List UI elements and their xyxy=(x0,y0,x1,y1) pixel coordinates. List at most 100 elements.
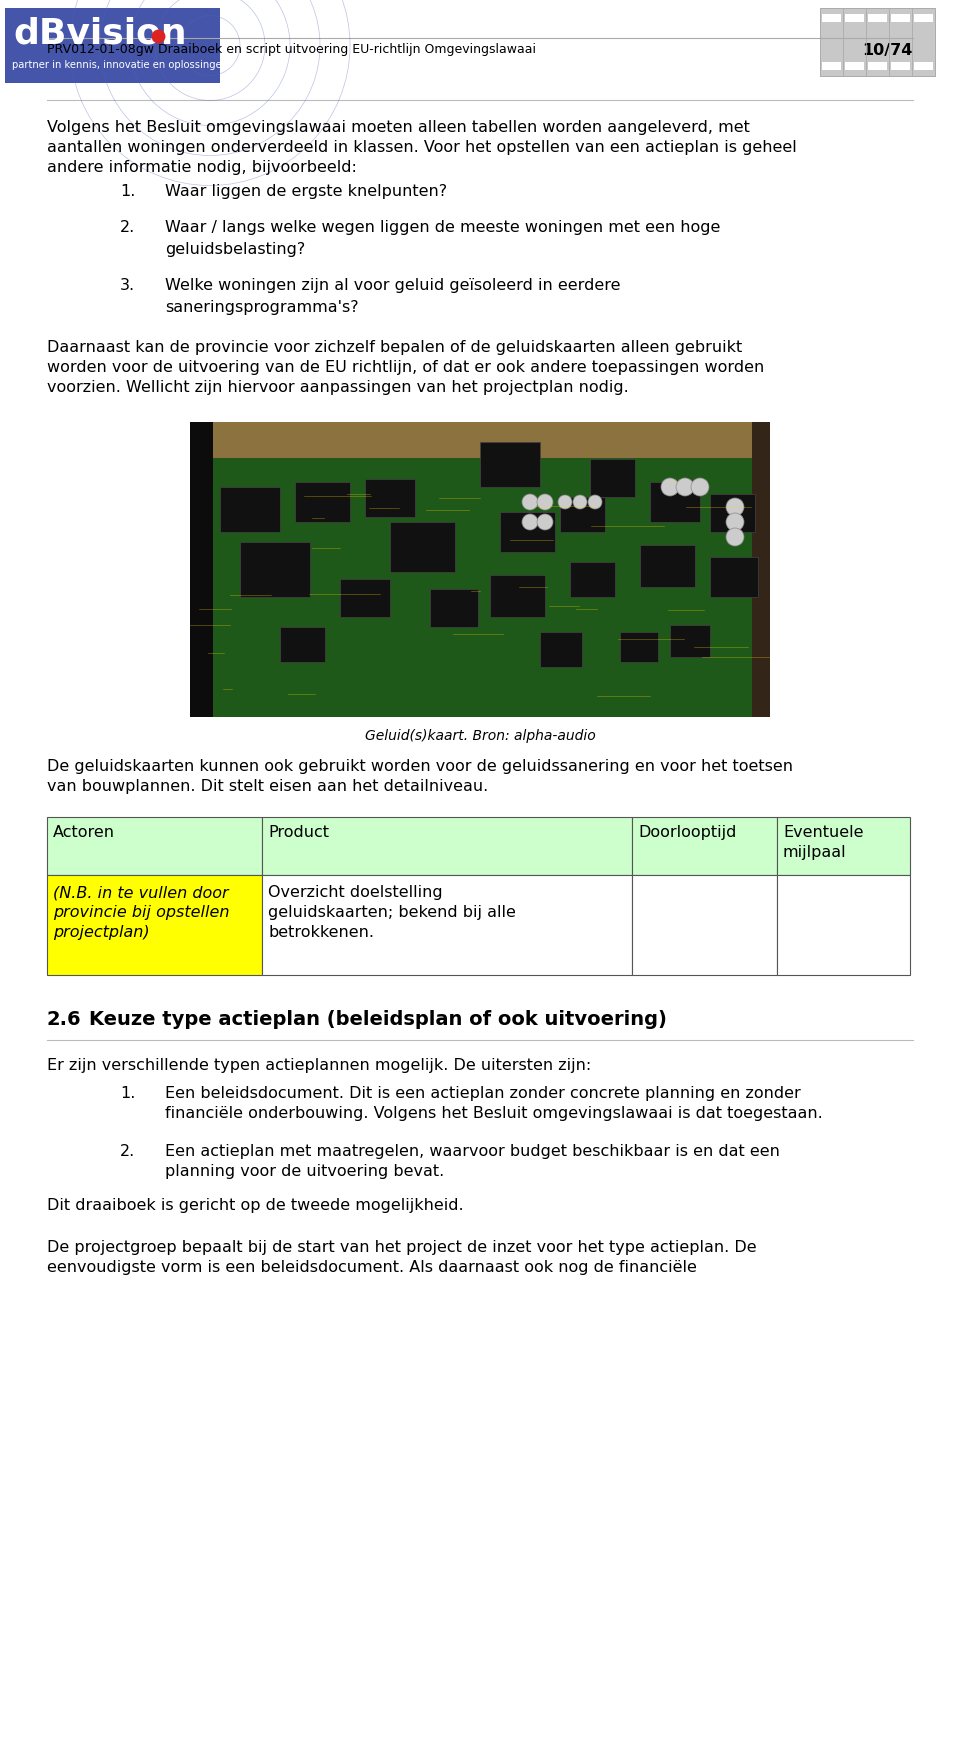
Text: Overzicht doelstelling: Overzicht doelstelling xyxy=(268,884,443,900)
Text: 1.: 1. xyxy=(120,185,135,198)
Text: De projectgroep bepaalt bij de start van het project de inzet voor het type acti: De projectgroep bepaalt bij de start van… xyxy=(47,1240,756,1255)
Circle shape xyxy=(522,494,538,510)
Bar xyxy=(295,482,350,522)
Text: 10/74: 10/74 xyxy=(863,44,913,57)
Text: Welke woningen zijn al voor geluid geïsoleerd in eerdere: Welke woningen zijn al voor geluid geïso… xyxy=(165,279,620,292)
Text: 1.: 1. xyxy=(120,1086,135,1100)
Bar xyxy=(845,14,864,23)
Bar xyxy=(710,557,758,597)
Text: mijlpaal: mijlpaal xyxy=(783,844,847,860)
Bar xyxy=(845,63,864,70)
Bar xyxy=(590,460,635,496)
Bar xyxy=(777,876,910,975)
Text: provincie bij opstellen: provincie bij opstellen xyxy=(53,905,229,919)
Text: Een beleidsdocument. Dit is een actieplan zonder concrete planning en zonder: Een beleidsdocument. Dit is een actiepla… xyxy=(165,1086,801,1100)
Bar xyxy=(390,522,455,573)
Text: Product: Product xyxy=(268,825,329,839)
Bar xyxy=(710,494,755,533)
Text: (N.B. in te vullen door: (N.B. in te vullen door xyxy=(53,884,228,900)
Bar xyxy=(560,496,605,533)
Bar xyxy=(280,627,325,662)
Text: projectplan): projectplan) xyxy=(53,924,150,940)
Bar xyxy=(777,817,910,876)
Bar xyxy=(912,9,935,77)
Text: geluidsbelasting?: geluidsbelasting? xyxy=(165,242,305,258)
Text: partner in kennis, innovatie en oplossingen: partner in kennis, innovatie en oplossin… xyxy=(12,59,228,70)
Text: Eventuele: Eventuele xyxy=(783,825,863,839)
Text: Dit draaiboek is gericht op de tweede mogelijkheid.: Dit draaiboek is gericht op de tweede mo… xyxy=(47,1198,464,1213)
Bar xyxy=(540,632,582,667)
Text: Waar / langs welke wegen liggen de meeste woningen met een hoge: Waar / langs welke wegen liggen de meest… xyxy=(165,219,720,235)
Bar xyxy=(47,876,262,975)
Bar xyxy=(868,63,887,70)
Text: 3.: 3. xyxy=(120,279,135,292)
Bar xyxy=(570,562,615,597)
Bar xyxy=(820,9,843,77)
Bar xyxy=(914,14,933,23)
Circle shape xyxy=(558,494,572,508)
Text: Keuze type actieplan (beleidsplan of ook uitvoering): Keuze type actieplan (beleidsplan of ook… xyxy=(89,1010,667,1029)
Circle shape xyxy=(726,498,744,515)
Text: 2.: 2. xyxy=(120,219,135,235)
Bar xyxy=(640,545,695,587)
Bar xyxy=(365,479,415,517)
Circle shape xyxy=(537,514,553,529)
Bar xyxy=(891,63,910,70)
Text: voorzien. Wellicht zijn hiervoor aanpassingen van het projectplan nodig.: voorzien. Wellicht zijn hiervoor aanpass… xyxy=(47,380,629,395)
Text: Een actieplan met maatregelen, waarvoor budget beschikbaar is en dat een: Een actieplan met maatregelen, waarvoor … xyxy=(165,1144,780,1160)
Text: Er zijn verschillende typen actieplannen mogelijk. De uitersten zijn:: Er zijn verschillende typen actieplannen… xyxy=(47,1059,591,1072)
Circle shape xyxy=(661,479,679,496)
Text: dBvision: dBvision xyxy=(13,16,186,50)
Circle shape xyxy=(726,514,744,531)
Bar xyxy=(650,482,700,522)
Bar xyxy=(868,14,887,23)
Text: aantallen woningen onderverdeeld in klassen. Voor het opstellen van een actiepla: aantallen woningen onderverdeeld in klas… xyxy=(47,139,797,155)
Text: saneringsprogramma's?: saneringsprogramma's? xyxy=(165,299,359,315)
Circle shape xyxy=(726,528,744,547)
Text: financiële onderbouwing. Volgens het Besluit omgevingslawaai is dat toegestaan.: financiële onderbouwing. Volgens het Bes… xyxy=(165,1106,823,1121)
Bar xyxy=(220,487,280,533)
Text: worden voor de uitvoering van de EU richtlijn, of dat er ook andere toepassingen: worden voor de uitvoering van de EU rich… xyxy=(47,360,764,374)
Bar xyxy=(632,876,777,975)
Bar xyxy=(843,9,866,77)
Text: 2.: 2. xyxy=(120,1144,135,1160)
Bar xyxy=(480,442,540,487)
Circle shape xyxy=(676,479,694,496)
Text: PRV012-01-08gw Draaiboek en script uitvoering EU-richtlijn Omgevingslawaai: PRV012-01-08gw Draaiboek en script uitvo… xyxy=(47,44,536,56)
Bar xyxy=(822,63,841,70)
Text: 2.6: 2.6 xyxy=(47,1010,82,1029)
Bar xyxy=(889,9,912,77)
Bar xyxy=(262,817,632,876)
Bar xyxy=(866,9,889,77)
Text: Doorlooptijd: Doorlooptijd xyxy=(638,825,736,839)
Bar xyxy=(620,632,658,662)
Circle shape xyxy=(691,479,709,496)
Bar xyxy=(5,9,220,84)
Text: van bouwplannen. Dit stelt eisen aan het detailniveau.: van bouwplannen. Dit stelt eisen aan het… xyxy=(47,778,489,794)
Text: Volgens het Besluit omgevingslawaai moeten alleen tabellen worden aangeleverd, m: Volgens het Besluit omgevingslawaai moet… xyxy=(47,120,750,136)
Circle shape xyxy=(573,494,587,508)
Bar xyxy=(240,541,310,597)
Bar xyxy=(47,817,262,876)
Circle shape xyxy=(588,494,602,508)
Text: Daarnaast kan de provincie voor zichzelf bepalen of de geluidskaarten alleen geb: Daarnaast kan de provincie voor zichzelf… xyxy=(47,339,742,355)
Text: betrokkenen.: betrokkenen. xyxy=(268,924,374,940)
Bar xyxy=(632,817,777,876)
Bar xyxy=(914,63,933,70)
Bar xyxy=(670,625,710,656)
Bar xyxy=(430,588,478,627)
Text: Geluid(s)kaart. Bron: alpha-audio: Geluid(s)kaart. Bron: alpha-audio xyxy=(365,729,595,743)
Bar xyxy=(820,9,935,77)
Text: planning voor de uitvoering bevat.: planning voor de uitvoering bevat. xyxy=(165,1165,444,1179)
Circle shape xyxy=(537,494,553,510)
Text: geluidskaarten; bekend bij alle: geluidskaarten; bekend bij alle xyxy=(268,905,516,919)
Text: eenvoudigste vorm is een beleidsdocument. Als daarnaast ook nog de financiële: eenvoudigste vorm is een beleidsdocument… xyxy=(47,1260,697,1274)
Text: Waar liggen de ergste knelpunten?: Waar liggen de ergste knelpunten? xyxy=(165,185,447,198)
Bar xyxy=(340,580,390,616)
Text: De geluidskaarten kunnen ook gebruikt worden voor de geluidssanering en voor het: De geluidskaarten kunnen ook gebruikt wo… xyxy=(47,759,793,775)
Bar xyxy=(891,14,910,23)
Bar xyxy=(500,512,555,552)
Circle shape xyxy=(522,514,538,529)
Text: andere informatie nodig, bijvoorbeeld:: andere informatie nodig, bijvoorbeeld: xyxy=(47,160,357,176)
Bar xyxy=(490,575,545,616)
